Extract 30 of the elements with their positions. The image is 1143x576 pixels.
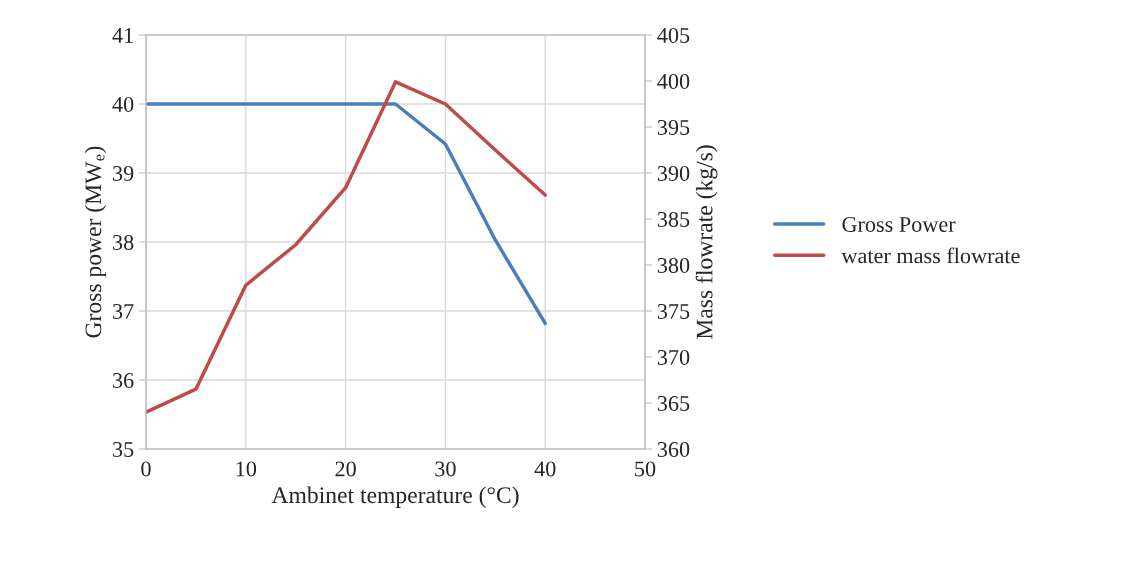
y-axis-title: Gross power (MW$_{e}$) bbox=[84, 146, 107, 338]
x-tick-label: 40 bbox=[534, 461, 556, 477]
line-series bbox=[146, 80, 547, 414]
y2-axis-title: Mass flowrate (kg/s) bbox=[695, 145, 718, 340]
y2-tick-label: 385 bbox=[657, 211, 690, 227]
y2-tick-label: 380 bbox=[657, 257, 690, 273]
line-series bbox=[146, 102, 547, 326]
y2-tick-label: 395 bbox=[657, 119, 690, 135]
x-tick-label: 10 bbox=[236, 461, 257, 477]
x-axis-title: Ambinet temperature (°C) bbox=[271, 486, 519, 508]
x-tick-label: 20 bbox=[335, 461, 356, 477]
x-tick-label: 30 bbox=[435, 461, 456, 477]
legend-label: water mass flowrate bbox=[841, 247, 1020, 264]
y2-tick-label: 390 bbox=[657, 165, 690, 181]
y-tick-label: 41 bbox=[112, 28, 133, 43]
y2-tick-label: 360 bbox=[657, 441, 690, 457]
y-tick-label: 38 bbox=[113, 234, 134, 250]
y2-tick-label: 370 bbox=[657, 349, 690, 365]
y-tick-label: 39 bbox=[113, 165, 134, 181]
y-tick-label: 37 bbox=[113, 303, 134, 319]
x-tick-label: 0 bbox=[141, 461, 151, 477]
y2-tick-label: 405 bbox=[657, 27, 690, 43]
y-tick-label: 35 bbox=[113, 441, 134, 457]
legend-label: Gross Power bbox=[842, 217, 956, 232]
y2-tick-label: 375 bbox=[657, 303, 690, 319]
y2-tick-label: 400 bbox=[657, 73, 690, 89]
x-tick-label: 50 bbox=[635, 461, 656, 477]
y2-tick-label: 365 bbox=[657, 395, 690, 411]
y-tick-label: 36 bbox=[113, 372, 134, 388]
y-tick-label: 40 bbox=[112, 96, 134, 112]
